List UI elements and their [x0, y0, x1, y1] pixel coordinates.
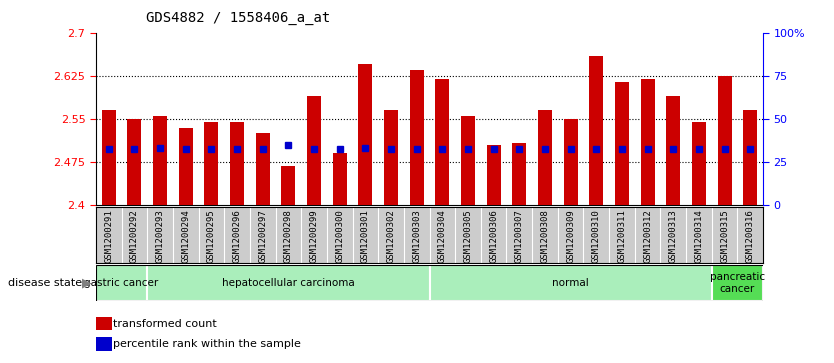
- Text: GDS4882 / 1558406_a_at: GDS4882 / 1558406_a_at: [146, 11, 330, 25]
- Text: hepatocellular carcinoma: hepatocellular carcinoma: [222, 278, 354, 288]
- Text: normal: normal: [552, 278, 589, 288]
- Bar: [333, 154, 347, 205]
- Bar: [128, 119, 142, 205]
- Bar: [711, 265, 763, 301]
- Text: GSM1200294: GSM1200294: [181, 210, 190, 264]
- Text: GSM1200313: GSM1200313: [669, 210, 678, 264]
- Bar: [430, 265, 711, 301]
- Bar: [512, 143, 526, 205]
- Text: GSM1200298: GSM1200298: [284, 210, 293, 264]
- Text: GSM1200293: GSM1200293: [156, 210, 164, 264]
- Text: GSM1200302: GSM1200302: [386, 210, 395, 264]
- Text: GSM1200292: GSM1200292: [130, 210, 139, 264]
- Text: ▶: ▶: [82, 277, 92, 290]
- Text: GSM1200312: GSM1200312: [643, 210, 652, 264]
- Text: GSM1200314: GSM1200314: [695, 210, 703, 264]
- Text: GSM1200315: GSM1200315: [720, 210, 729, 264]
- Bar: [256, 133, 269, 205]
- Bar: [717, 76, 731, 205]
- Bar: [148, 265, 430, 301]
- Text: GSM1200295: GSM1200295: [207, 210, 216, 264]
- Bar: [461, 116, 475, 205]
- Text: GSM1200299: GSM1200299: [309, 210, 319, 264]
- Bar: [281, 166, 295, 205]
- Text: GSM1200291: GSM1200291: [104, 210, 113, 264]
- Bar: [409, 70, 424, 205]
- Bar: [743, 110, 757, 205]
- Bar: [384, 110, 398, 205]
- Bar: [486, 145, 500, 205]
- Text: GSM1200304: GSM1200304: [438, 210, 447, 264]
- Text: pancreatic
cancer: pancreatic cancer: [710, 272, 765, 294]
- Text: GSM1200303: GSM1200303: [412, 210, 421, 264]
- Text: percentile rank within the sample: percentile rank within the sample: [113, 339, 300, 350]
- Text: GSM1200306: GSM1200306: [490, 210, 498, 264]
- Text: GSM1200296: GSM1200296: [233, 210, 242, 264]
- Bar: [666, 96, 681, 205]
- Text: disease state: disease state: [8, 278, 83, 288]
- Text: GSM1200297: GSM1200297: [259, 210, 267, 264]
- Bar: [178, 127, 193, 205]
- Text: GSM1200308: GSM1200308: [540, 210, 550, 264]
- Text: transformed count: transformed count: [113, 318, 216, 329]
- Bar: [153, 116, 167, 205]
- Bar: [590, 56, 603, 205]
- Text: GSM1200316: GSM1200316: [746, 210, 755, 264]
- Bar: [96, 338, 112, 351]
- Text: GSM1200310: GSM1200310: [592, 210, 600, 264]
- Bar: [204, 122, 219, 205]
- Text: GSM1200307: GSM1200307: [515, 210, 524, 264]
- Text: GSM1200311: GSM1200311: [617, 210, 626, 264]
- Bar: [96, 265, 148, 301]
- Bar: [692, 122, 706, 205]
- Bar: [96, 317, 112, 330]
- Bar: [359, 64, 373, 205]
- Bar: [641, 79, 655, 205]
- Bar: [615, 82, 629, 205]
- Bar: [102, 110, 116, 205]
- Text: GSM1200300: GSM1200300: [335, 210, 344, 264]
- Bar: [538, 110, 552, 205]
- Bar: [230, 122, 244, 205]
- Bar: [435, 79, 450, 205]
- Text: gastric cancer: gastric cancer: [84, 278, 158, 288]
- Bar: [307, 96, 321, 205]
- Text: GSM1200309: GSM1200309: [566, 210, 575, 264]
- Text: GSM1200301: GSM1200301: [361, 210, 369, 264]
- Text: GSM1200305: GSM1200305: [464, 210, 473, 264]
- Bar: [564, 119, 578, 205]
